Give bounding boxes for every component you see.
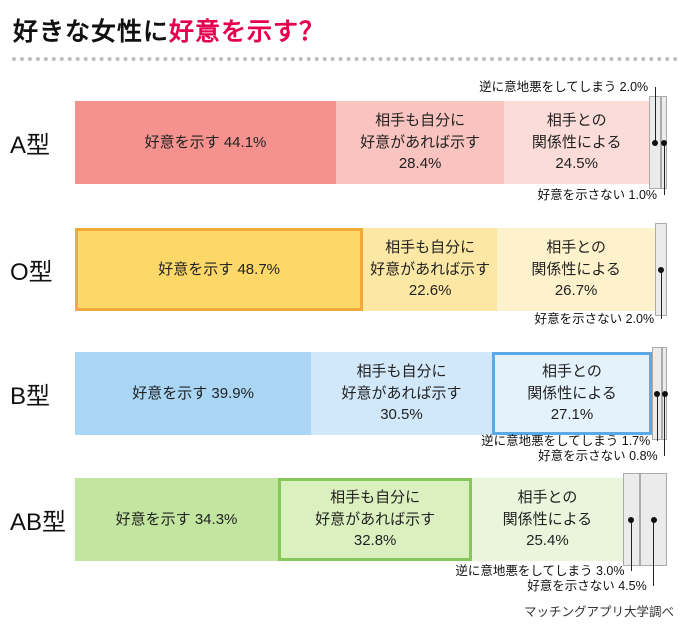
bar-segment-label: 好意を示す 39.9% [132,384,254,402]
leader-dot [652,139,659,146]
bar-segment: 相手との 関係性による 27.1% [491,352,653,435]
bar-segment: 相手も自分に 好意があれば示す 28.4% [336,101,505,184]
row-label: O型 [10,259,53,286]
bar-segment: 相手との 関係性による 25.4% [472,478,623,561]
page-title-prefix: 好きな女性に [13,18,170,46]
leader-dot [658,266,665,273]
leader-line [660,269,662,319]
bar-segment: 好意を示す 34.3% [75,478,279,561]
bar-segment-label: 相手も自分に 好意があれば示す 22.6% [370,238,491,300]
row-label: A型 [10,132,51,159]
leader-line [664,393,666,456]
bar-segment-label: 相手との 関係性による 27.1% [527,362,617,424]
bar-segment: 好意を示す 44.1% [75,101,337,184]
bar-segment-label: 相手も自分に 好意があれば示す 30.5% [341,362,462,424]
leader-dot [661,390,668,397]
annotation-label: 逆に意地悪をしてしまう 3.0% [455,564,625,578]
leader-line [656,393,658,441]
bar-segment-label: 相手との 関係性による 25.4% [502,488,593,550]
leader-dot [654,390,661,397]
leader-line [630,519,632,571]
source-credit: マッチングアプリ大学調べ [523,605,674,619]
row-label: B型 [10,383,51,410]
bar-segment-label: 相手も自分に 好意があれば示す 28.4% [360,111,481,173]
row-label: AB型 [10,509,67,536]
bar-segment: 相手も自分に 好意があれば示す 22.6% [363,228,498,311]
bar-segment-label: 相手も自分に 好意があれば示す 32.8% [315,488,436,550]
bar-segment-label: 相手との 関係性による 24.5% [531,111,622,173]
bar-segment: 相手も自分に 好意があれば示す 32.8% [278,478,473,561]
annotation-label: 好意を示さない 0.8% [538,449,658,463]
bar-segment-label: 好意を示す 44.1% [144,133,267,151]
annotation-label: 好意を示さない 4.5% [527,579,647,593]
page-title-highlight: 好意を示す？ [169,18,326,46]
page-title: 好きな女性に好意を示す？ [13,12,325,48]
bar-segment: 相手との 関係性による 24.5% [504,101,650,184]
annotation-label: 逆に意地悪をしてしまう 2.0% [479,80,649,94]
annotation-label: 好意を示さない 1.0% [537,188,658,202]
leader-dot [650,516,657,523]
annotation-label: 逆に意地悪をしてしまう 1.7% [481,434,651,448]
leader-line [653,519,655,586]
bar-segment: 好意を示す 39.9% [75,352,312,435]
bar-segment-label: 好意を示す 48.7% [158,260,280,278]
bar-segment-label: 好意を示す 34.3% [115,510,238,528]
bar-segment: 相手も自分に 好意があれば示す 30.5% [311,352,492,435]
leader-line [654,87,656,143]
bar-segment: 好意を示す 48.7% [75,228,364,311]
title-divider [12,57,678,61]
annotation-label: 好意を示さない 2.0% [534,312,655,326]
bar-segment: 相手との 関係性による 26.7% [497,228,656,311]
leader-dot [628,516,635,523]
leader-line [663,142,665,195]
leader-dot [661,139,668,146]
bar-segment-label: 相手との 関係性による 26.7% [531,238,621,300]
